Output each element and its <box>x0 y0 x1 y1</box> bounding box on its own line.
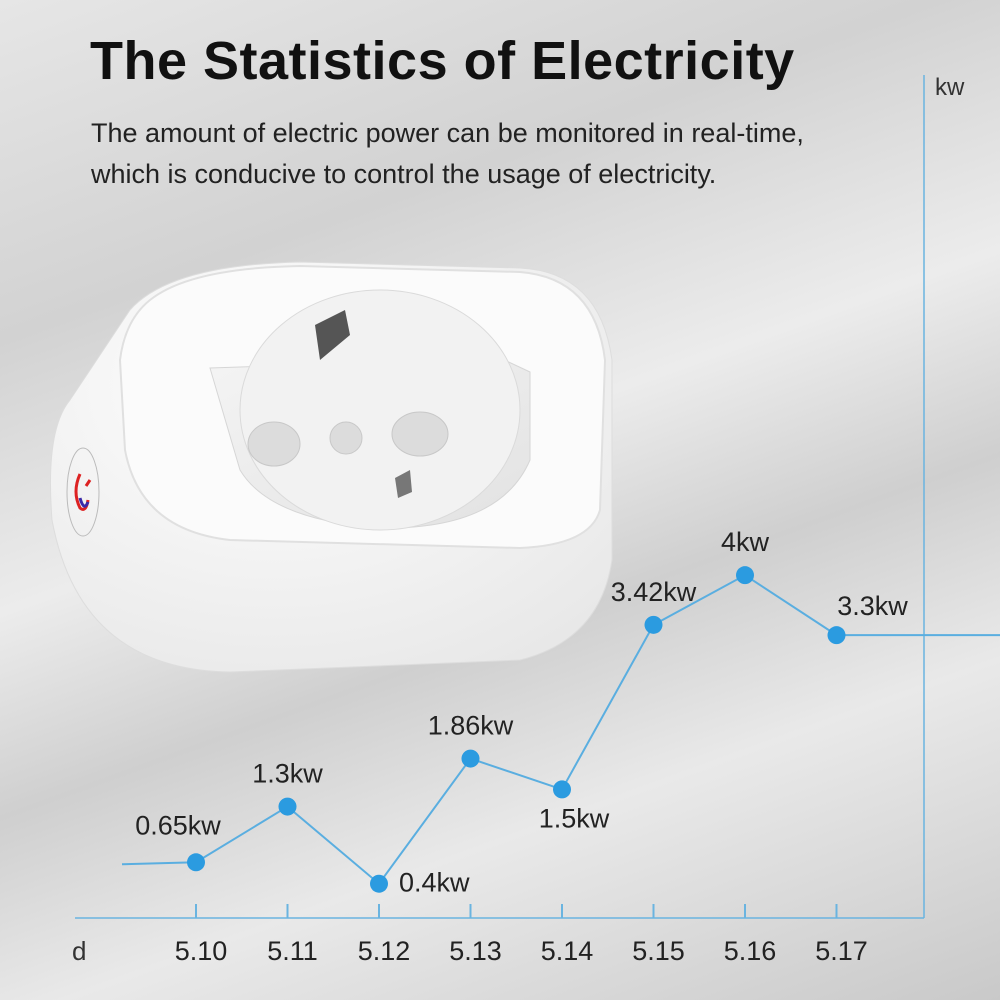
subtitle-line-2: which is conducive to control the usage … <box>91 159 717 189</box>
subtitle-line-1: The amount of electric power can be moni… <box>91 118 804 148</box>
page-title: The Statistics of Electricity <box>90 31 795 91</box>
power-button-icon[interactable] <box>66 447 100 537</box>
